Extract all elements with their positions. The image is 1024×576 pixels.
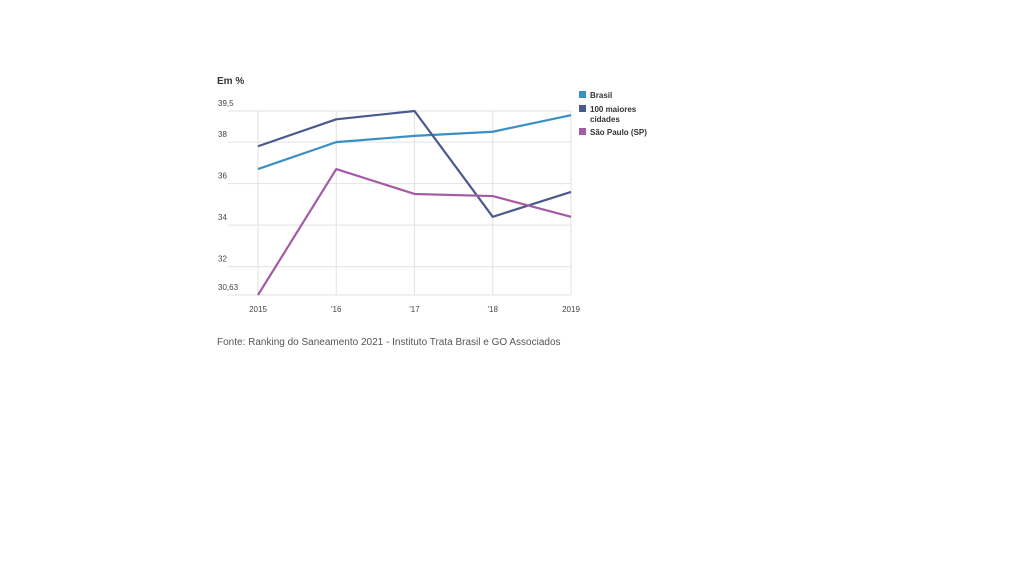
- y-tick-label: 36: [218, 172, 227, 181]
- legend-swatch: [579, 91, 586, 98]
- y-tick-label: 32: [218, 255, 227, 264]
- series-line-2: [257, 167, 572, 296]
- x-tick-label: '18: [488, 305, 499, 314]
- legend-label: São Paulo (SP): [590, 128, 647, 137]
- y-axis-label: Em %: [217, 76, 244, 87]
- y-tick-label: 38: [218, 130, 227, 139]
- series-line-1: [257, 109, 572, 218]
- y-tick-labels: 39,5 38 36 34 32 30,63: [218, 99, 239, 292]
- y-tick-label: 39,5: [218, 99, 234, 108]
- legend-swatch: [579, 105, 586, 112]
- chart-source: Fonte: Ranking do Saneamento 2021 - Inst…: [217, 337, 561, 348]
- grid-layer: [228, 110, 572, 296]
- x-tick-label: 2015: [249, 305, 267, 314]
- series-line-0: [257, 114, 572, 171]
- x-tick-label: '17: [409, 305, 420, 314]
- legend-label: Brasil: [590, 91, 612, 100]
- legend-swatch: [579, 128, 586, 135]
- x-tick-labels: 2015 '16 '17 '18 2019: [249, 305, 580, 314]
- y-tick-label: 30,63: [218, 283, 239, 292]
- legend-label: 100 maiores cidades: [590, 105, 637, 124]
- series-lines: [257, 109, 572, 296]
- x-tick-label: '16: [331, 305, 342, 314]
- x-tick-label: 2019: [562, 305, 580, 314]
- y-tick-label: 34: [218, 213, 227, 222]
- legend: Brasil 100 maiores cidades São Paulo (SP): [579, 91, 647, 137]
